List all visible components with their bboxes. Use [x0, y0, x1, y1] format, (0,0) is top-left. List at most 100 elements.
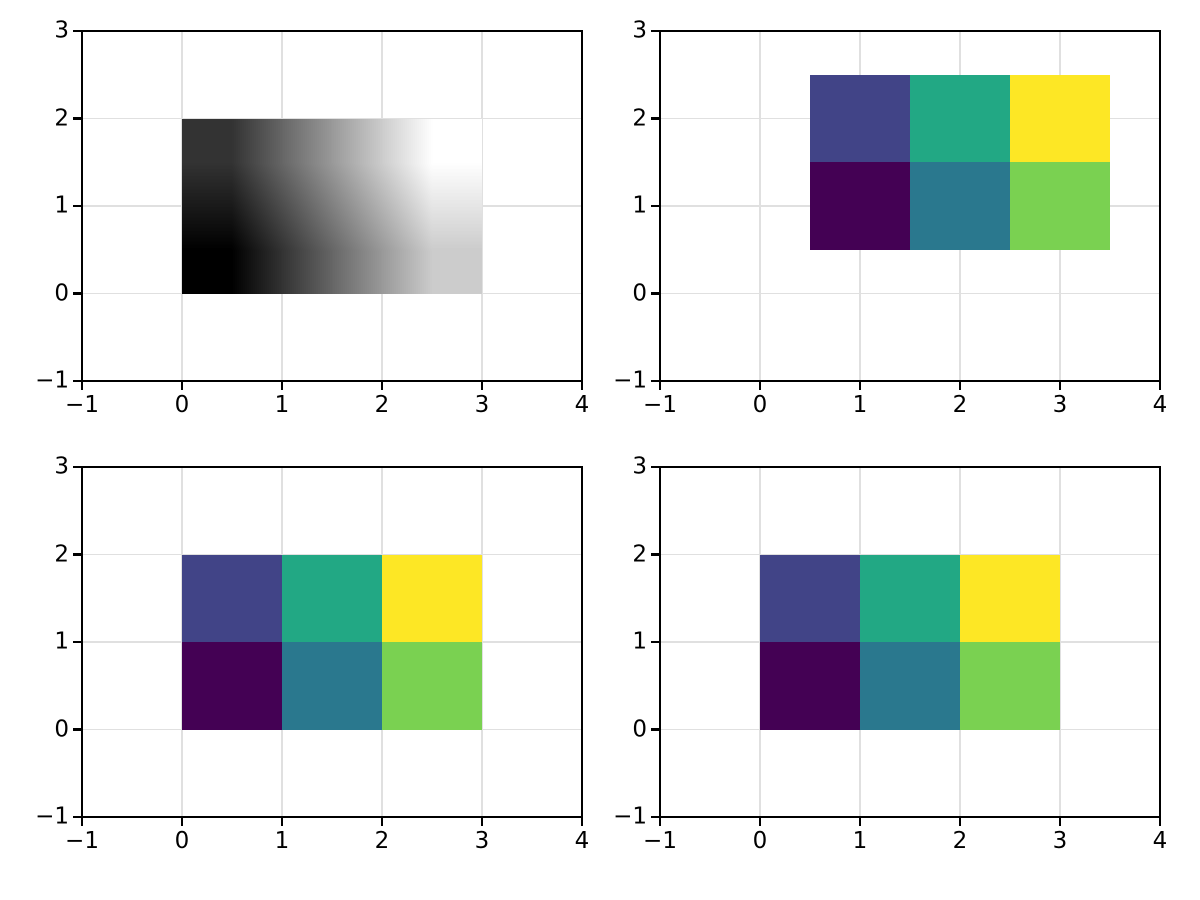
heatmap-cell — [810, 162, 910, 250]
heatmap-cell — [382, 642, 482, 730]
y-tick-mark — [651, 29, 659, 33]
y-tick-mark — [73, 117, 81, 120]
y-tick-label: 2 — [632, 541, 647, 567]
x-tick-label: −1 — [65, 828, 99, 854]
heatmap-cell — [860, 555, 960, 642]
x-tick-mark — [180, 818, 184, 826]
interpolated-grayscale-image — [182, 119, 482, 294]
y-tick-label: −1 — [613, 803, 647, 830]
y-tick-mark — [651, 465, 659, 469]
y-tick-label: 0 — [632, 280, 647, 306]
y-tick-mark — [73, 29, 81, 33]
x-tick-mark — [858, 818, 862, 826]
y-tick-mark — [73, 728, 81, 731]
x-tick-mark — [1058, 382, 1062, 390]
subplot-bottom-left: −1 0 1 2 3 4 −1 0 1 2 3 — [35, 455, 589, 853]
subplot-top-right: −1 0 1 2 3 4 −1 0 1 2 3 — [613, 19, 1167, 417]
heatmap-cell — [910, 75, 1010, 162]
heatmap-cell — [1010, 162, 1110, 250]
x-tick-mark — [958, 382, 962, 390]
x-tick-mark — [858, 382, 862, 390]
y-tick-mark — [651, 204, 659, 208]
x-tick-label: 1 — [274, 392, 290, 418]
subplot-top-left: −1 0 1 2 3 4 −1 0 1 2 3 — [35, 19, 589, 417]
x-tick-label: 2 — [952, 828, 968, 854]
y-tick-label: 0 — [54, 280, 69, 306]
x-tick-label: 2 — [374, 392, 390, 418]
x-tick-mark — [180, 382, 184, 390]
x-tick-label: 4 — [574, 392, 590, 418]
x-tick-label: −1 — [643, 392, 677, 418]
x-tick-label: 2 — [374, 828, 390, 854]
y-tick-label: 3 — [632, 453, 647, 480]
x-tick-label: 0 — [174, 392, 190, 418]
y-tick-label: 0 — [632, 716, 647, 742]
x-tick-mark — [480, 382, 484, 390]
x-tick-mark — [80, 818, 84, 826]
y-tick-mark — [651, 117, 659, 120]
y-tick-label: 2 — [632, 105, 647, 131]
heatmap-cell — [1010, 75, 1110, 162]
y-tick-mark — [73, 465, 81, 469]
y-tick-mark — [651, 815, 659, 819]
y-tick-label: −1 — [35, 367, 69, 394]
y-tick-label: 1 — [54, 628, 69, 655]
x-tick-mark — [80, 382, 84, 390]
x-tick-label: 3 — [474, 828, 490, 854]
plot-area — [660, 31, 1160, 381]
y-tick-mark — [651, 728, 659, 731]
x-tick-label: −1 — [643, 828, 677, 854]
y-tick-label: 1 — [54, 192, 69, 219]
x-tick-label: 4 — [574, 828, 590, 854]
plot-area — [82, 467, 582, 817]
x-tick-mark — [380, 818, 384, 826]
x-tick-label: 3 — [1052, 392, 1068, 418]
x-tick-mark — [380, 382, 384, 390]
x-tick-mark — [1158, 818, 1162, 826]
x-tick-label: 1 — [274, 828, 290, 854]
x-tick-mark — [1058, 818, 1062, 826]
heatmap-cell — [760, 642, 860, 730]
heatmap-cell — [282, 642, 382, 730]
heatmap-cell — [860, 642, 960, 730]
grid-line-horizontal — [82, 553, 582, 556]
x-tick-label: 0 — [174, 828, 190, 854]
x-tick-mark — [658, 818, 662, 826]
y-tick-label: 3 — [54, 17, 69, 44]
heatmap-cell — [182, 642, 282, 730]
plot-area — [660, 467, 1160, 817]
x-tick-mark — [658, 382, 662, 390]
x-tick-label: 1 — [852, 392, 868, 418]
x-tick-mark — [580, 818, 584, 826]
heatmap-cell — [910, 162, 1010, 250]
heatmap-cell — [810, 75, 910, 162]
x-tick-mark — [480, 818, 484, 826]
y-tick-mark — [651, 640, 659, 644]
y-tick-mark — [73, 553, 81, 556]
grid-line-horizontal — [82, 117, 582, 120]
x-tick-mark — [280, 818, 284, 826]
heatmap-cell — [960, 642, 1060, 730]
x-tick-label: 1 — [852, 828, 868, 854]
x-tick-label: 3 — [474, 392, 490, 418]
y-tick-mark — [73, 640, 81, 644]
x-tick-mark — [580, 382, 584, 390]
x-tick-label: 3 — [1052, 828, 1068, 854]
heatmap-cell — [960, 555, 1060, 642]
x-tick-mark — [758, 818, 762, 826]
y-tick-label: −1 — [35, 803, 69, 830]
y-tick-mark — [651, 379, 659, 383]
y-tick-label: 3 — [54, 453, 69, 480]
x-tick-label: 4 — [1152, 392, 1168, 418]
x-tick-mark — [758, 382, 762, 390]
heatmap-cell — [282, 555, 382, 642]
x-tick-mark — [1158, 382, 1162, 390]
y-tick-label: −1 — [613, 367, 647, 394]
y-tick-mark — [73, 204, 81, 208]
y-tick-mark — [651, 553, 659, 556]
x-tick-mark — [958, 818, 962, 826]
y-tick-label: 3 — [632, 17, 647, 44]
grid-line-horizontal — [660, 292, 1160, 295]
y-tick-mark — [73, 379, 81, 383]
